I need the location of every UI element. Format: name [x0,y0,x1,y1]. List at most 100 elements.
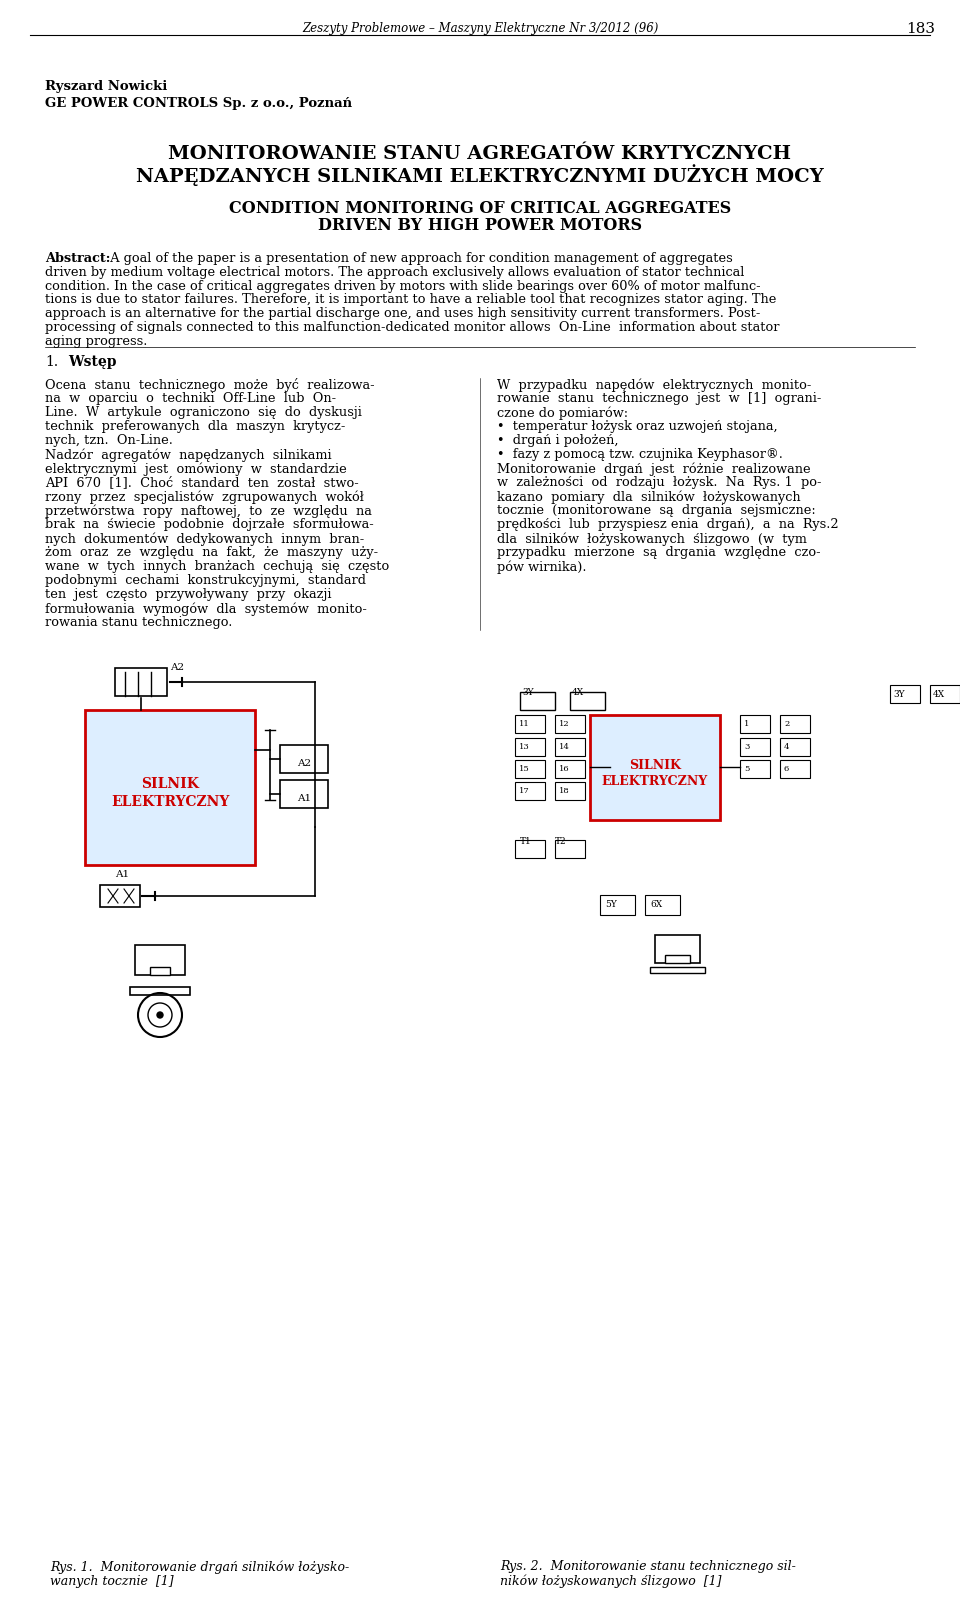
Text: •  fazy z pomocą tzw. czujnika Keyphasor®.: • fazy z pomocą tzw. czujnika Keyphasor®… [497,448,782,461]
Text: nych, tzn.  On-Line.: nych, tzn. On-Line. [45,433,173,446]
Text: Line.  W  artykule  ograniczono  się  do  dyskusji: Line. W artykule ograniczono się do dysk… [45,406,362,419]
Text: tions is due to stator failures. Therefore, it is important to have a reliable t: tions is due to stator failures. Therefo… [45,294,777,307]
Text: 1.: 1. [45,355,59,368]
Bar [520,691,555,709]
Bar [740,738,770,756]
Text: 18: 18 [559,787,569,795]
Bar [740,760,770,777]
Text: Wstęp: Wstęp [68,355,116,368]
Text: Monitorowanie  drgań  jest  różnie  realizowane: Monitorowanie drgań jest różnie realizow… [497,463,810,476]
Text: 5: 5 [744,764,750,773]
Bar [655,935,700,962]
Text: 183: 183 [906,23,935,36]
Text: SILNIK: SILNIK [629,760,681,773]
Bar [515,782,545,800]
Bar [555,716,585,734]
Text: 13: 13 [519,743,530,751]
Text: 16: 16 [559,764,569,773]
Text: A1: A1 [297,794,311,803]
Text: approach is an alternative for the partial discharge one, and uses high sensitiv: approach is an alternative for the parti… [45,307,760,320]
Text: nych  dokumentów  dedykowanych  innym  bran-: nych dokumentów dedykowanych innym bran- [45,532,364,545]
Text: rzony  przez  specjalistów  zgrupowanych  wokół: rzony przez specjalistów zgrupowanych wo… [45,490,364,503]
Bar [280,745,328,773]
Text: 3: 3 [744,743,750,751]
Text: dla  silników  łożyskowanych  ślizgowo  (w  tym: dla silników łożyskowanych ślizgowo (w t… [497,532,806,545]
Text: ELEKTRYCZNY: ELEKTRYCZNY [110,795,229,808]
Text: Rys. 2.  Monitorowanie stanu technicznego sil-: Rys. 2. Monitorowanie stanu technicznego… [500,1560,796,1573]
Text: 4X: 4X [572,688,584,696]
Bar [780,760,810,777]
Text: A2: A2 [170,664,184,672]
Bar [555,760,585,777]
Bar [930,685,960,703]
Text: technik  preferowanych  dla  maszyn  krytycz-: technik preferowanych dla maszyn krytycz… [45,420,346,433]
Text: wane  w  tych  innych  branżach  cechują  się  często: wane w tych innych branżach cechują się … [45,560,389,573]
Text: ten  jest  często  przywoływany  przy  okazji: ten jest często przywoływany przy okazji [45,588,331,601]
Bar [780,738,810,756]
Text: żom  oraz  ze  względu  na  fakt,  że  maszyny  uży-: żom oraz ze względu na fakt, że maszyny … [45,545,378,558]
Text: czone do pomiarów:: czone do pomiarów: [497,406,628,419]
Text: przetwórstwa  ropy  naftowej,  to  ze  względu  na: przetwórstwa ropy naftowej, to ze względ… [45,505,372,518]
Text: Ocena  stanu  technicznego  może  być  realizowa-: Ocena stanu technicznego może być realiz… [45,378,374,393]
Bar [150,967,170,975]
Circle shape [157,1013,163,1018]
Bar [115,669,167,696]
Text: formułowania  wymogów  dla  systemów  monito-: formułowania wymogów dla systemów monito… [45,602,367,615]
Text: driven by medium voltage electrical motors. The approach exclusively allows eval: driven by medium voltage electrical moto… [45,266,744,279]
Bar [515,841,545,859]
Text: DRIVEN BY HIGH POWER MOTORS: DRIVEN BY HIGH POWER MOTORS [318,217,642,234]
Text: aging progress.: aging progress. [45,334,148,347]
Bar [85,709,255,865]
Text: 1: 1 [744,721,750,729]
Bar [890,685,920,703]
Text: A2: A2 [297,760,311,768]
Text: kazano  pomiary  dla  silników  łożyskowanych: kazano pomiary dla silników łożyskowanyc… [497,490,801,503]
Text: ników łożyskowanych ślizgowo  [1]: ników łożyskowanych ślizgowo [1] [500,1574,722,1589]
Text: 12: 12 [559,721,569,729]
Text: 17: 17 [519,787,530,795]
Text: processing of signals connected to this malfunction-dedicated monitor allows  On: processing of signals connected to this … [45,321,780,334]
Text: 6X: 6X [650,901,662,909]
Bar [555,841,585,859]
Text: 14: 14 [559,743,570,751]
Text: SILNIK: SILNIK [141,777,199,790]
Text: Nadzór  agregatów  napędzanych  silnikami: Nadzór agregatów napędzanych silnikami [45,448,331,461]
Text: API  670  [1].  Choć  standard  ten  został  stwo-: API 670 [1]. Choć standard ten został st… [45,476,359,489]
Bar [515,716,545,734]
Text: Zeszyty Problemowe – Maszyny Elektryczne Nr 3/2012 (96): Zeszyty Problemowe – Maszyny Elektryczne… [301,23,659,36]
Text: Abstract:: Abstract: [45,252,110,265]
Bar [280,781,328,808]
Text: T2: T2 [555,837,566,846]
Text: na  w  oparciu  o  techniki  Off-Line  lub  On-: na w oparciu o techniki Off-Line lub On- [45,393,336,406]
Text: ELEKTRYCZNY: ELEKTRYCZNY [602,776,708,789]
Text: CONDITION MONITORING OF CRITICAL AGGREGATES: CONDITION MONITORING OF CRITICAL AGGREGA… [228,200,732,217]
Text: •  drgań i położeń,: • drgań i położeń, [497,433,618,446]
Text: •  temperatur łożysk oraz uzwojeń stojana,: • temperatur łożysk oraz uzwojeń stojana… [497,420,778,433]
Text: NAPĘDZANYCH SILNIKAMI ELEKTRYCZNYMI DUŻYCH MOCY: NAPĘDZANYCH SILNIKAMI ELEKTRYCZNYMI DUŻY… [136,164,824,187]
Bar [780,716,810,734]
Text: 3Y: 3Y [522,688,534,696]
Bar [135,945,185,975]
Bar [100,885,140,907]
Text: 3Y: 3Y [893,690,904,700]
Bar [555,738,585,756]
Text: wanych tocznie  [1]: wanych tocznie [1] [50,1574,174,1587]
Bar [645,894,680,915]
Text: 15: 15 [519,764,530,773]
Text: W  przypadku  napędów  elektrycznych  monito-: W przypadku napędów elektrycznych monito… [497,378,811,391]
Text: tocznie  (monitorowane  są  drgania  sejsmiczne:: tocznie (monitorowane są drgania sejsmic… [497,505,816,518]
Text: 6: 6 [784,764,789,773]
Text: T1: T1 [520,837,532,846]
Text: 2: 2 [784,721,789,729]
Text: podobnymi  cechami  konstrukcyjnymi,  standard: podobnymi cechami konstrukcyjnymi, stand… [45,575,366,588]
Text: w  zależności  od  rodzaju  łożysk.  Na  Rys. 1  po-: w zależności od rodzaju łożysk. Na Rys. … [497,476,822,489]
Bar [600,894,635,915]
Text: 4: 4 [784,743,789,751]
Bar [130,987,190,995]
Bar [515,738,545,756]
Text: rowania stanu technicznego.: rowania stanu technicznego. [45,617,232,630]
Text: elektrycznymi  jest  omówiony  w  standardzie: elektrycznymi jest omówiony w standardzi… [45,463,347,476]
Text: Rys. 1.  Monitorowanie drgań silników łożysko-: Rys. 1. Monitorowanie drgań silników łoż… [50,1560,349,1574]
Text: brak  na  świecie  podobnie  dojrzałe  sformułowa-: brak na świecie podobnie dojrzałe sformu… [45,518,373,531]
Text: 5Y: 5Y [605,901,617,909]
